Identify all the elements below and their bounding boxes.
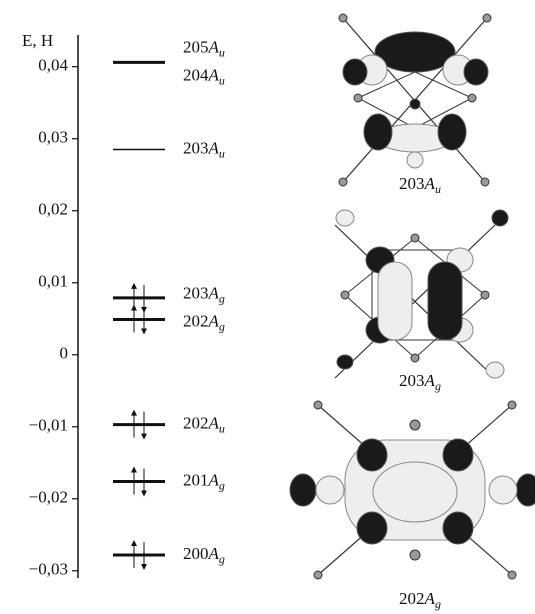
label-symmetry: A: [424, 174, 436, 193]
y-tick-label: 0,01: [38, 272, 68, 291]
spin-up-head: [131, 466, 137, 472]
level-label: 203Au: [183, 138, 225, 160]
label-symmetry: A: [208, 470, 220, 489]
label-number: 204: [183, 65, 209, 84]
label-number: 201: [183, 470, 209, 489]
orbital-caption: 203Ag: [399, 371, 441, 393]
label-symmetry: A: [208, 544, 220, 563]
label-number: 203: [183, 138, 209, 157]
level-label: 201Ag: [183, 470, 225, 492]
label-subscript: g: [219, 319, 225, 333]
orbital-image: [335, 210, 508, 378]
y-tick-label: 0,03: [38, 128, 68, 147]
label-number: 202: [183, 414, 209, 433]
label-subscript: u: [219, 421, 225, 435]
spin-up-head: [131, 304, 137, 310]
label-subscript: u: [435, 182, 441, 196]
level-label: 203Ag: [183, 284, 225, 306]
label-subscript: g: [219, 478, 225, 492]
label-subscript: g: [435, 379, 441, 393]
y-tick-label: 0: [60, 344, 69, 363]
y-axis-label: E, H: [22, 31, 53, 50]
orbital-image: [339, 14, 491, 186]
level-label: 202Au: [183, 414, 225, 436]
spin-up-head: [131, 540, 137, 546]
spin-up-head: [131, 283, 137, 289]
orbital-image: [290, 401, 535, 579]
label-symmetry: A: [208, 65, 220, 84]
level-label: 200Ag: [183, 544, 225, 566]
label-subscript: g: [219, 291, 225, 305]
y-tick-label: −0,01: [29, 416, 68, 435]
label-subscript: u: [219, 45, 225, 59]
spin-up-head: [131, 410, 137, 416]
y-tick-label: −0,03: [29, 560, 68, 579]
spin-down-head: [141, 490, 147, 496]
label-number: 203: [183, 284, 209, 303]
label-symmetry: A: [208, 138, 220, 157]
y-tick-label: 0,04: [38, 56, 68, 75]
label-subscript: g: [219, 552, 225, 566]
label-subscript: u: [219, 73, 225, 87]
label-number: 200: [183, 544, 209, 563]
label-number: 202: [399, 589, 425, 608]
label-number: 203: [399, 371, 425, 390]
spin-down-head: [141, 434, 147, 440]
label-subscript: g: [435, 597, 441, 611]
label-number: 203: [399, 174, 425, 193]
level-label: 202Ag: [183, 312, 225, 334]
y-tick-label: 0,02: [38, 200, 68, 219]
y-tick-label: −0,02: [29, 488, 68, 507]
label-symmetry: A: [208, 414, 220, 433]
level-label: 204Au: [183, 65, 225, 87]
label-number: 202: [183, 312, 209, 331]
label-symmetry: A: [208, 284, 220, 303]
label-symmetry: A: [208, 312, 220, 331]
level-label: 205Au: [183, 37, 225, 59]
label-symmetry: A: [424, 371, 436, 390]
figure: E, H 0,: [0, 0, 535, 614]
label-subscript: u: [219, 146, 225, 160]
orbital-caption: 202Ag: [399, 589, 441, 611]
spin-down-head: [141, 328, 147, 334]
orbital-caption: 203Au: [399, 174, 441, 196]
label-symmetry: A: [424, 589, 436, 608]
label-symmetry: A: [208, 37, 220, 56]
spin-down-head: [141, 564, 147, 570]
label-number: 205: [183, 37, 209, 56]
